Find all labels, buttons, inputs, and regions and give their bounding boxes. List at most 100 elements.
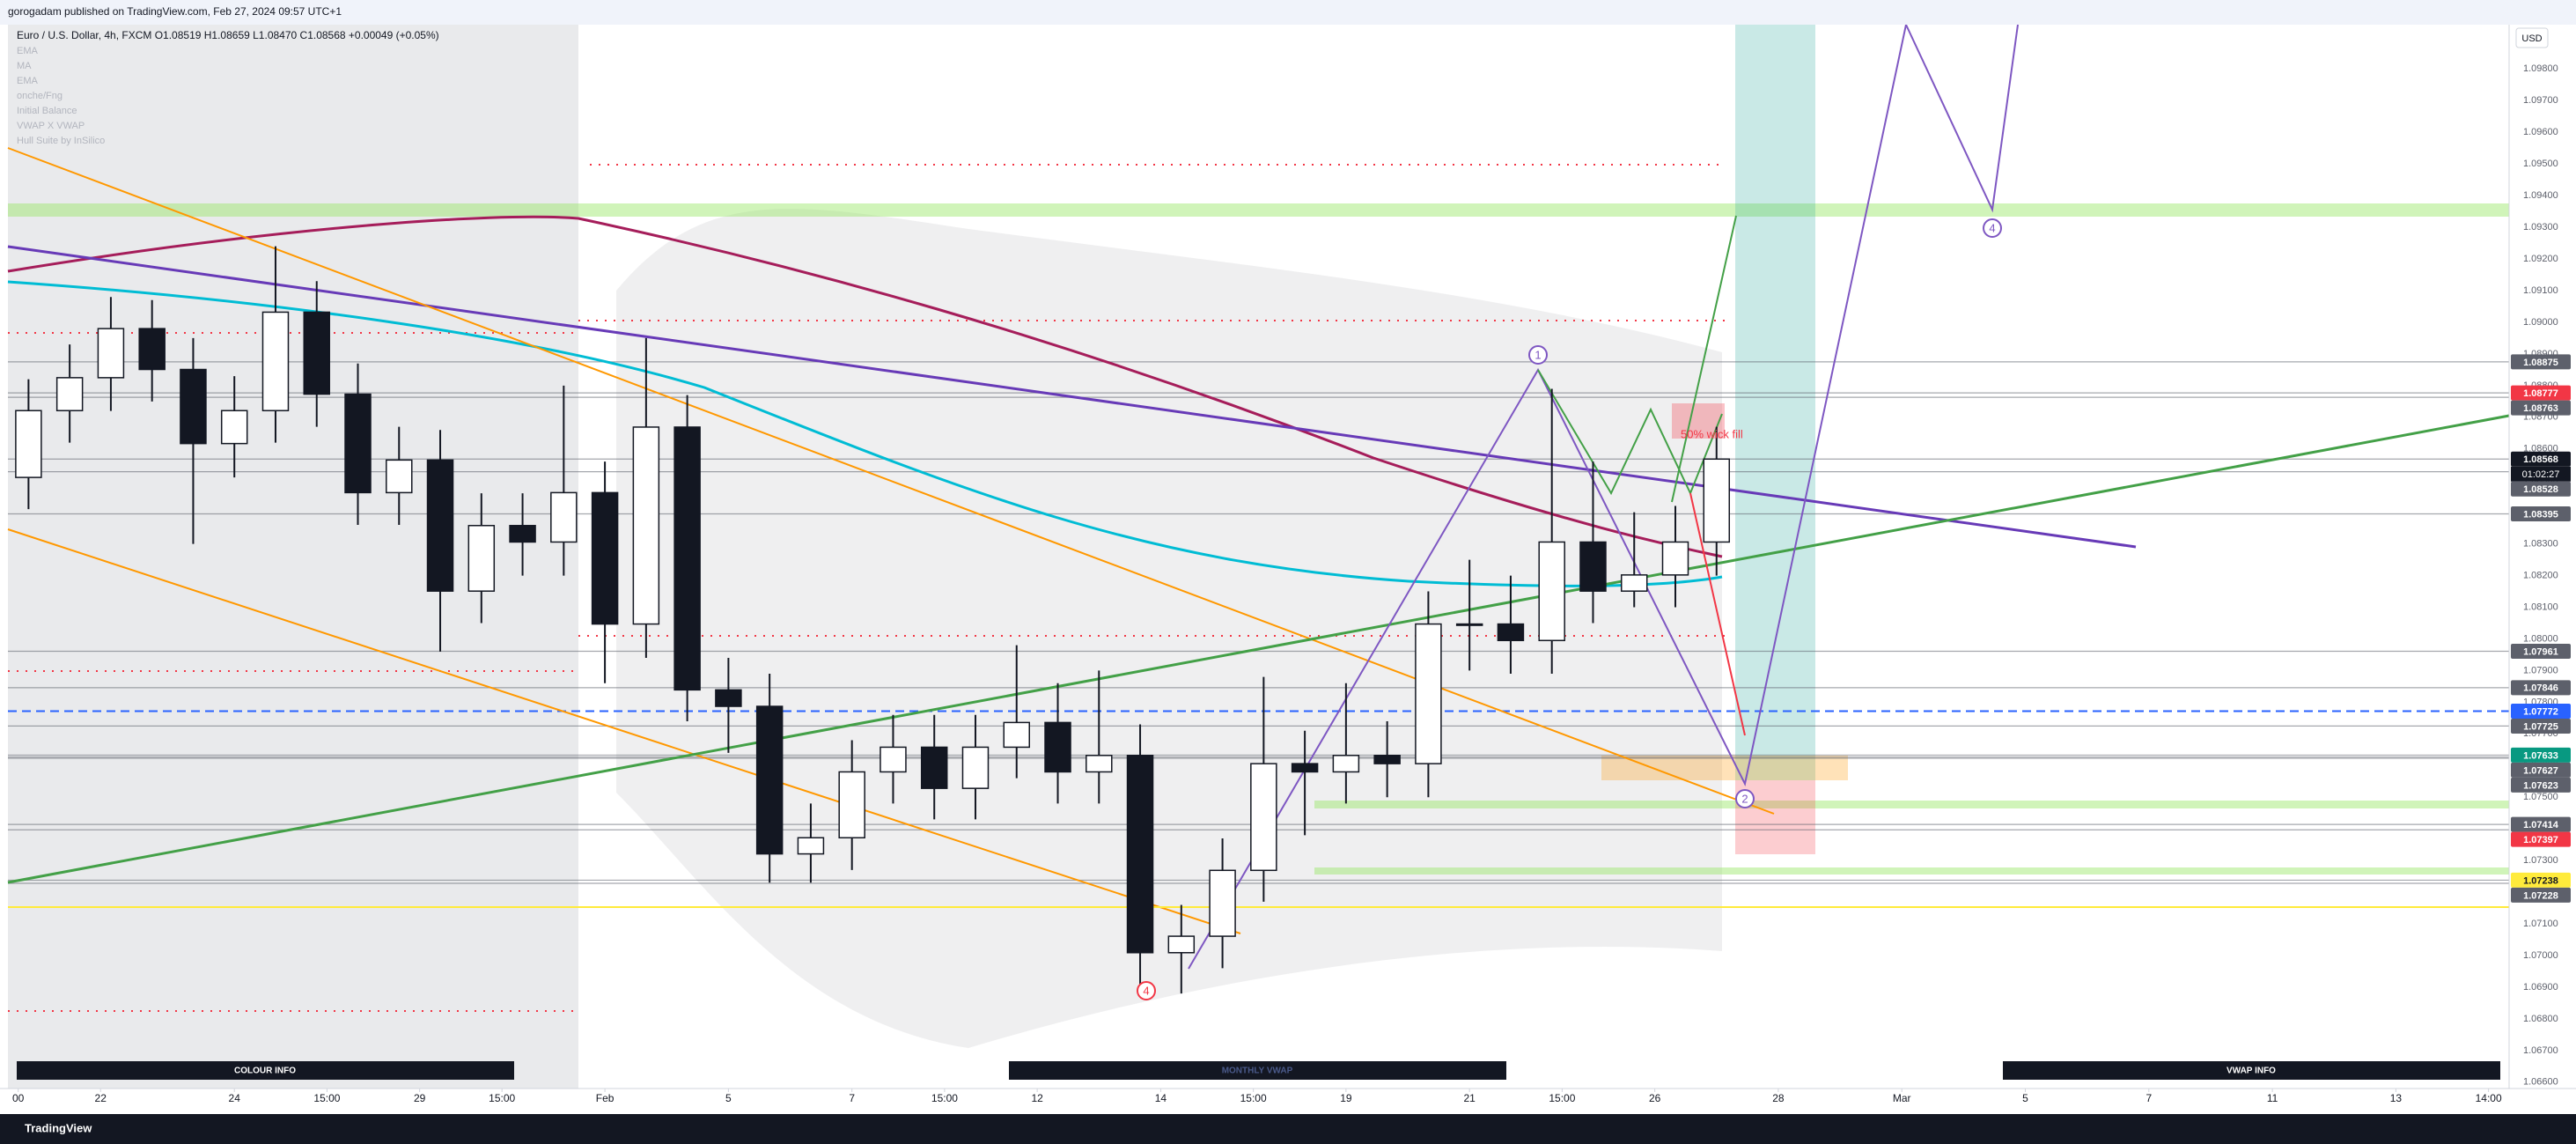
trend-line — [7, 528, 1241, 934]
candle-body — [138, 328, 166, 371]
candle-body — [797, 837, 825, 855]
price-label: 1.08875 — [2523, 358, 2558, 368]
x-tick-label: 11 — [2267, 1092, 2278, 1104]
y-tick-label: 1.06800 — [2523, 1014, 2558, 1024]
x-tick-label: 14 — [1155, 1092, 1167, 1104]
wave-marker — [1528, 345, 1548, 365]
price-label: 1.07414 — [2523, 820, 2559, 830]
projection — [1689, 492, 1746, 736]
candle-body — [426, 459, 454, 592]
wave-marker — [1983, 218, 2002, 238]
countdown: 01:02:27 — [2522, 469, 2560, 480]
y-tick-label: 1.09600 — [2523, 127, 2558, 137]
wave-marker — [1735, 789, 1755, 808]
y-tick-label: 1.08300 — [2523, 539, 2558, 550]
x-tick-label: 24 — [229, 1092, 241, 1104]
price-label: 1.07633 — [2523, 750, 2558, 761]
projection — [1671, 215, 1737, 503]
price-label-box — [2511, 747, 2571, 763]
annotation: 2 — [1741, 792, 1748, 805]
candle-body — [1291, 763, 1319, 773]
price-label-box — [2511, 872, 2571, 888]
price-label-box — [2511, 777, 2571, 793]
candle-body — [509, 525, 536, 543]
x-tick-label: 21 — [1463, 1092, 1476, 1104]
price-label: 1.07846 — [2523, 683, 2558, 694]
footer-text: TradingView — [25, 1121, 92, 1134]
x-tick-label: 12 — [1031, 1092, 1043, 1104]
y-tick-label: 1.06600 — [2523, 1077, 2558, 1088]
panel-label: MONTHLY VWAP — [1222, 1067, 1293, 1076]
candle-body — [1332, 755, 1360, 773]
price-label-box — [2511, 385, 2571, 401]
candle-body — [344, 393, 372, 494]
price-label-box — [2511, 680, 2571, 696]
info-panel — [1009, 1061, 1506, 1080]
candle-body — [303, 311, 330, 395]
candle-body — [1661, 541, 1689, 576]
indicator-name: EMA — [17, 46, 39, 56]
candle-body — [1415, 623, 1442, 764]
y-tick-label: 1.08200 — [2523, 570, 2558, 580]
y-tick-label: 1.09300 — [2523, 222, 2558, 232]
candle-body — [1579, 541, 1607, 592]
trend-line — [7, 147, 1775, 815]
candle-body — [838, 771, 865, 839]
vwap-cloud — [616, 209, 1722, 1049]
x-tick-label: Mar — [1893, 1092, 1911, 1104]
candle-body — [55, 377, 84, 412]
price-label: 1.08395 — [2523, 509, 2558, 520]
candle-body — [467, 525, 496, 592]
zone-band — [8, 203, 2509, 217]
price-label: 1.07397 — [2523, 835, 2558, 845]
y-tick-label: 1.09000 — [2523, 317, 2558, 328]
y-tick-label: 1.09800 — [2523, 63, 2558, 74]
y-tick-label: 1.07000 — [2523, 950, 2558, 961]
price-label: 1.07228 — [2523, 890, 2558, 901]
x-tick-label: 29 — [414, 1092, 426, 1104]
candle-body — [1497, 623, 1525, 642]
price-label: 1.07961 — [2523, 646, 2558, 657]
candle-body — [220, 410, 248, 445]
candle-body — [97, 328, 125, 379]
x-tick-label: 13 — [2390, 1092, 2403, 1104]
header-bar — [0, 0, 2576, 25]
x-tick-label: 15:00 — [1240, 1092, 1267, 1104]
candles — [15, 246, 1731, 994]
x-tick-label: 22 — [95, 1092, 107, 1104]
y-tick-label: 1.09700 — [2523, 95, 2558, 106]
price-label-box — [2511, 831, 2571, 847]
candle-body — [386, 459, 413, 494]
price-label-box — [2511, 400, 2571, 416]
y-tick-label: 1.08000 — [2523, 633, 2558, 644]
x-tick-label: 26 — [1649, 1092, 1661, 1104]
candle-body — [1086, 755, 1113, 773]
annotation: 50% wick fill — [1681, 427, 1743, 440]
price-label-box — [2511, 816, 2571, 832]
candle-body — [715, 689, 742, 707]
indicator-name: onche/Fng — [17, 91, 63, 101]
trend-line — [7, 245, 2137, 549]
candle-body — [1126, 755, 1154, 954]
currency-box — [2515, 27, 2549, 48]
x-tick-label: 14:00 — [2476, 1092, 2502, 1104]
candle-body — [1250, 763, 1277, 872]
price-label: 1.07627 — [2523, 765, 2558, 776]
candle-body — [1167, 935, 1196, 954]
y-tick-label: 1.06900 — [2523, 982, 2558, 993]
price-label-box — [2511, 762, 2571, 778]
price-label: 1.07725 — [2523, 721, 2558, 732]
x-tick-label: 7 — [849, 1092, 855, 1104]
x-tick-label: 15:00 — [313, 1092, 340, 1104]
y-tick-label: 1.09100 — [2523, 285, 2558, 296]
candle-body — [261, 311, 290, 412]
x-tick-label: 15:00 — [1549, 1092, 1575, 1104]
info-panel — [2003, 1061, 2500, 1080]
overlay: EMA MA EMA onche/Fng Initial Balance VWAP X V… — [12, 46, 2571, 1104]
y-tick-label: 1.09200 — [2523, 254, 2558, 264]
annotation: 4 — [1143, 984, 1149, 997]
price-label-box — [2511, 718, 2571, 734]
price-label-box — [2511, 451, 2571, 467]
candle-body — [880, 746, 907, 773]
